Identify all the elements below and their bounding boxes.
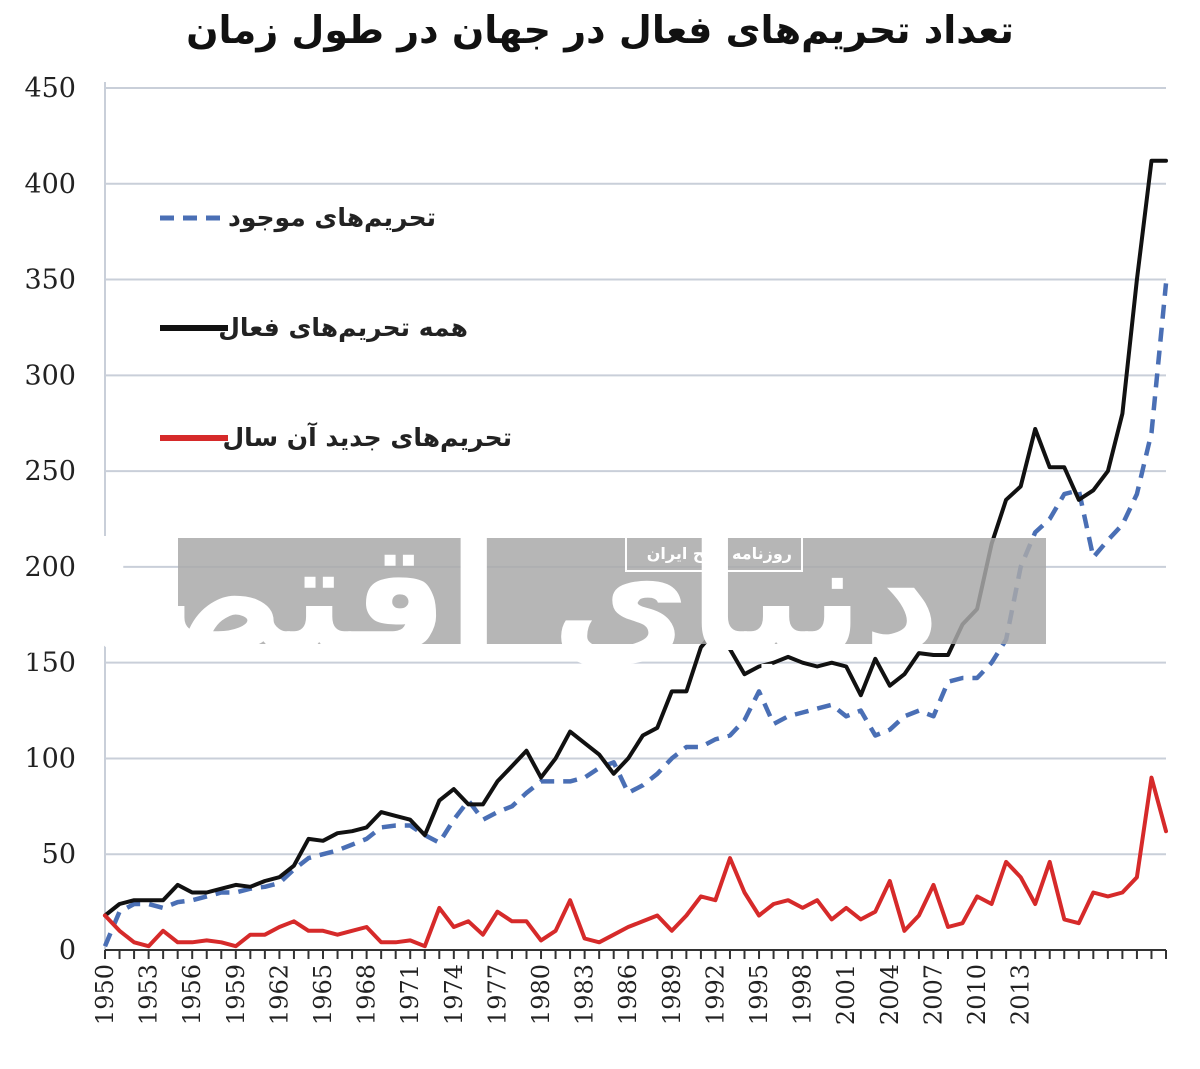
x-tick-label: 1980 — [527, 964, 555, 1025]
y-tick-label: 400 — [24, 169, 76, 200]
x-tick-label: 2007 — [919, 964, 947, 1025]
legend-item-existing: تحریم‌های موجود — [160, 203, 436, 233]
legend-label-existing: تحریم‌های موجود — [228, 203, 436, 233]
y-tick-label: 350 — [24, 265, 76, 296]
legend-label-new: تحریم‌های جدید آن سال — [222, 422, 512, 453]
legend-item-new: تحریم‌های جدید آن سال — [160, 422, 512, 453]
x-tick-label: 1998 — [789, 964, 817, 1025]
x-tick-label: 1950 — [91, 964, 119, 1025]
watermark-band — [178, 538, 1046, 644]
x-axis — [104, 82, 1167, 959]
y-tick-label: 450 — [24, 73, 76, 104]
y-tick-label: 100 — [24, 743, 76, 774]
y-tick-label: 50 — [42, 839, 76, 870]
x-tick-label: 1965 — [309, 964, 337, 1025]
legend-item-all-active: همه تحریم‌های فعال — [160, 313, 468, 343]
x-tick-label: 2001 — [832, 964, 860, 1025]
x-tick-label: 1968 — [353, 964, 381, 1025]
x-tick-label: 2013 — [1007, 964, 1035, 1025]
y-tick-label: 300 — [24, 360, 76, 391]
x-tick-label: 1956 — [178, 964, 206, 1025]
x-tick-label: 1962 — [265, 964, 293, 1025]
x-tick-label: 1959 — [222, 964, 250, 1025]
x-tick-label: 2010 — [963, 964, 991, 1025]
series-existing-line — [102, 283, 1169, 948]
x-tick-label: 1989 — [658, 964, 686, 1025]
x-tick-label: 1992 — [701, 964, 729, 1025]
x-tick-label: 1977 — [483, 964, 511, 1025]
watermark-main-text: دنیای اقتصاد — [7, 512, 940, 686]
watermark-sub-box — [625, 534, 803, 572]
series-new-line — [103, 775, 1168, 949]
x-tick-label: 1983 — [571, 964, 599, 1025]
x-axis-tick-labels: 1950 1953 1956 1959 1962 1965 1968 1971 1974 1977… — [91, 964, 1035, 1025]
y-tick-label: 0 — [59, 935, 76, 966]
legend-label-all-active: همه تحریم‌های فعال — [218, 313, 468, 343]
y-tick-label: 200 — [24, 552, 76, 583]
x-tick-label: 2004 — [876, 964, 904, 1025]
watermark-sub-text: روزنامه صبح ایران — [647, 544, 792, 563]
y-axis-tick-labels: 0 50 100 150 200 250 300 350 400 450 — [24, 73, 76, 966]
x-tick-label: 1971 — [396, 964, 424, 1025]
y-tick-label: 150 — [24, 648, 76, 679]
y-tick-label: 250 — [24, 456, 76, 487]
x-tick-label: 1953 — [135, 964, 163, 1025]
x-tick-label: 1995 — [745, 964, 773, 1025]
legend: تحریم‌های موجود همه تحریم‌های فعال تحریم… — [160, 203, 512, 453]
chart-title: تعداد تحریم‌های فعال در جهان در طول زمان — [186, 8, 1014, 52]
x-tick-label: 1974 — [440, 964, 468, 1025]
watermark: دنیای اقتصاد روزنامه صبح ایران — [7, 512, 1046, 686]
x-tick-label: 1986 — [614, 964, 642, 1025]
